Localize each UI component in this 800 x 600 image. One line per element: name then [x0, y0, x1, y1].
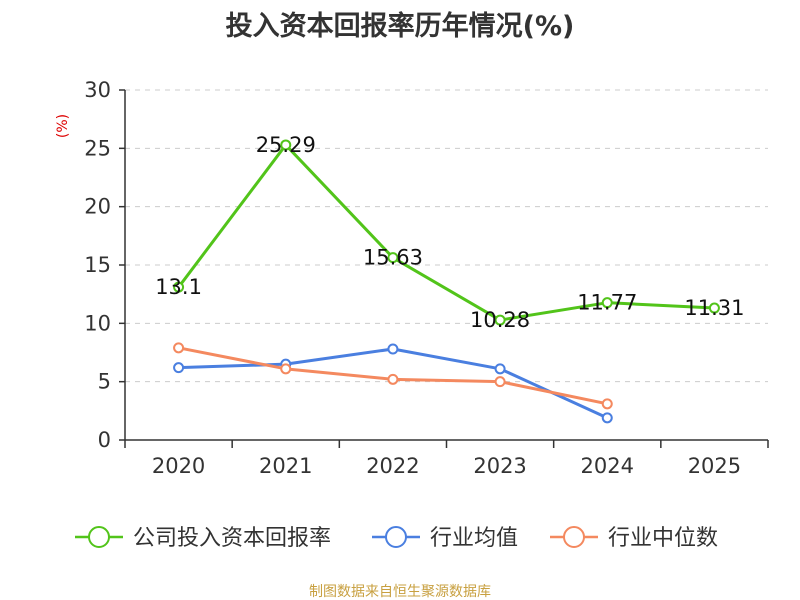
legend-swatch-marker: [563, 526, 585, 548]
data-point: [387, 373, 399, 385]
x-tick-label: 2025: [688, 454, 741, 478]
legend-swatch-marker: [88, 526, 110, 548]
y-tick-label: 10: [84, 311, 111, 335]
data-labels: 13.1 25.29 15.63 10.28 11.77 11.31: [155, 133, 744, 332]
y-tick-label: 5: [98, 370, 111, 394]
x-tick-label: 2022: [366, 454, 419, 478]
source-note: 制图数据来自恒生聚源数据库: [309, 584, 491, 600]
legend-label: 行业均值: [430, 526, 518, 551]
data-label: 11.31: [684, 296, 744, 320]
gridlines: [125, 89, 768, 383]
data-point: [601, 398, 613, 410]
data-point: [173, 342, 185, 354]
data-point: [173, 281, 185, 293]
x-tick-label: 2020: [152, 454, 205, 478]
data-point: [601, 412, 613, 424]
data-point: [387, 343, 399, 355]
data-label: 10.28: [470, 308, 530, 332]
legend-swatch-marker: [385, 526, 407, 548]
y-axis-label: (%): [55, 114, 71, 138]
y-tick-label: 30: [84, 78, 111, 102]
y-tick-label: 25: [84, 136, 111, 160]
legend: 公司投入资本回报率 行业均值 行业中位数: [75, 526, 718, 551]
data-point: [708, 302, 720, 314]
legend-label: 行业中位数: [608, 526, 718, 551]
data-label: 13.1: [155, 275, 202, 299]
data-point: [494, 376, 506, 388]
data-label: 25.29: [256, 133, 316, 157]
y-tick-label: 20: [84, 195, 111, 219]
x-tick-label: 2024: [581, 454, 634, 478]
x-tick-label: 2023: [473, 454, 526, 478]
chart-title: 投入资本回报率历年情况(%): [226, 10, 575, 42]
data-point: [494, 314, 506, 326]
data-point: [601, 297, 613, 309]
x-tick-label: 2021: [259, 454, 312, 478]
data-point: [280, 363, 292, 375]
legend-label: 公司投入资本回报率: [133, 526, 331, 551]
y-tick-label: 15: [84, 253, 111, 277]
data-point: [173, 362, 185, 374]
data-point: [387, 252, 399, 264]
series-line-0: [177, 143, 715, 322]
data-label: 11.77: [577, 291, 637, 315]
data-label: 15.63: [363, 246, 423, 270]
series: [173, 139, 720, 424]
data-point: [280, 139, 292, 151]
y-tick-label: 0: [98, 428, 111, 452]
data-point: [494, 363, 506, 375]
